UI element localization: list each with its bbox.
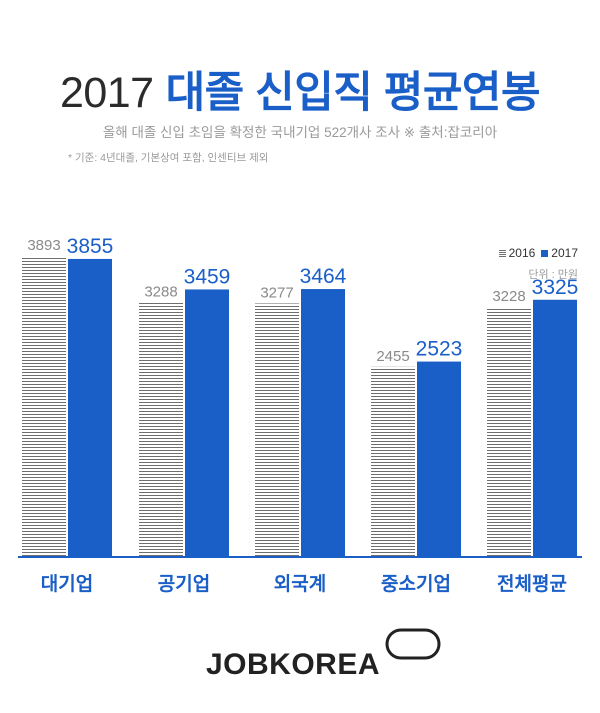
unit-label: 단위 : 만원 [528, 269, 578, 281]
data-label-2017-3: 2523 [416, 338, 463, 361]
data-label-2016-4: 3228 [492, 288, 525, 305]
data-label-2017-4: 3325 [532, 276, 579, 299]
bar-2016-3 [371, 366, 415, 556]
bar-2017-2 [301, 289, 345, 556]
bar-2017-0 [68, 258, 112, 556]
bar-2016-0 [22, 256, 66, 556]
category-label-3: 중소기업 [381, 573, 451, 595]
bar-2016-2 [255, 303, 299, 556]
category-label-2: 외국계 [274, 573, 326, 595]
chart-title: 2017 대졸 신입직 평균연봉 [0, 58, 600, 120]
chart-note: * 기준: 4년대졸, 기본상여 포함, 인센티브 제외 [68, 152, 269, 164]
legend-label-2016: 2016 [508, 246, 536, 260]
legend-swatch-2016 [498, 249, 506, 257]
bar-2017-4 [533, 299, 577, 556]
data-label-2016-0: 3893 [27, 237, 60, 254]
data-label-2017-1: 3459 [184, 265, 231, 288]
category-label-0: 대기업 [41, 573, 93, 595]
title-year: 2017 [59, 69, 154, 117]
bar-2016-4 [487, 307, 531, 556]
data-label-2016-2: 3277 [260, 284, 293, 301]
legend-label-2017: 2017 [551, 246, 578, 260]
chart-legend: 2016 2017 [498, 246, 578, 260]
jobkorea-logo-mark [385, 628, 441, 660]
jobkorea-logo: JOBKOREA [206, 648, 381, 681]
data-label-2016-1: 3288 [144, 284, 177, 301]
category-label-1: 공기업 [158, 573, 210, 595]
bar-2017-1 [185, 289, 229, 556]
legend-swatch-2017 [541, 249, 549, 257]
chart-subtitle: 올해 대졸 신입 초임을 확정한 국내기업 522개사 조사 ※ 출처:잡코리아 [102, 125, 498, 140]
data-label-2017-0: 3855 [67, 235, 114, 258]
bar-2017-3 [417, 361, 461, 556]
bar-2016-1 [139, 302, 183, 556]
title-main: 대졸 신입직 평균연봉 [165, 69, 541, 117]
data-label-2016-3: 2455 [376, 348, 409, 365]
data-label-2017-2: 3464 [300, 265, 347, 288]
category-label-4: 전체평균 [497, 573, 567, 595]
